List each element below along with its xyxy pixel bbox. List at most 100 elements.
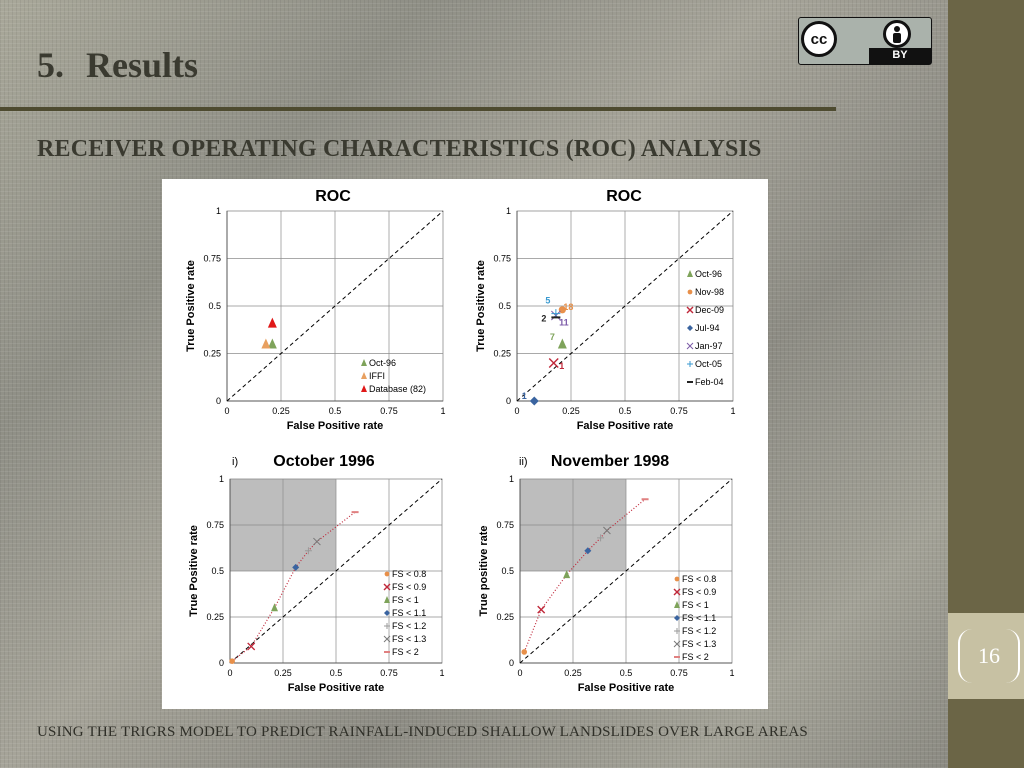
panel2-legend-marker-3-stroke-b (686, 306, 694, 314)
slide-footer: USING THE TRIGRS MODEL TO PREDICT RAINFA… (37, 724, 808, 740)
panel3-y-axis-label: True Positive rate (188, 525, 200, 617)
panel3-legend-label-3: FS < 1 (392, 595, 419, 605)
title-text: Results (86, 45, 199, 85)
panel4-xtick-label-4: 1 (729, 668, 734, 678)
panel2-ytick-label-0: 0 (506, 396, 511, 406)
panel2-point-4 (529, 396, 539, 406)
panel2-point-label-2: 18 (563, 302, 573, 312)
panel2-legend-label-4: Jul-94 (695, 323, 720, 333)
panel3-legend-label-5: FS < 1.2 (392, 621, 426, 631)
panel3-legend-marker-2 (383, 583, 391, 591)
panel1-y-axis-label: True Positive rate (185, 260, 197, 352)
panel3-legend-marker-4 (384, 610, 390, 616)
panel2-point-label-1: 7 (550, 332, 555, 342)
panel4-point-1 (521, 649, 528, 655)
panel4-legend-label-4: FS < 1.1 (682, 613, 716, 623)
panel4-legend-marker-4 (674, 615, 680, 621)
panel2-xtick-label-1: 0.25 (562, 406, 580, 416)
panel2-chance-diagonal (516, 210, 734, 402)
panel2-xtick-label-4: 1 (730, 406, 735, 416)
panel4-xtick-label-1: 0.25 (564, 668, 582, 678)
panel4-point-2-stroke-b (537, 605, 546, 614)
slide-title: 5. Results (37, 44, 198, 86)
panel4-legend-label-1: FS < 0.8 (682, 574, 716, 584)
panel4-ytick-label-4: 1 (509, 474, 514, 484)
panel2-title: ROC (606, 188, 642, 205)
panel3-point-2-stroke-b (247, 642, 256, 651)
page-number-box (948, 613, 1024, 699)
panel2-point-label-7: 2 (541, 313, 546, 323)
slide-subtitle: RECEIVER OPERATING CHARACTERISTICS (ROC)… (37, 136, 762, 162)
panel3-xtick-label-4: 1 (439, 668, 444, 678)
panel2-ytick-label-3: 0.75 (493, 254, 511, 264)
cc-icon-text: cc (810, 30, 828, 48)
panel1-legend-label-2: IFFI (369, 371, 385, 381)
panel3-point-6 (313, 537, 321, 546)
cc-by-license-badge[interactable]: cc BY (798, 17, 932, 65)
attribution-person-icon (883, 20, 911, 48)
panel2-point-label-6: 5 (545, 296, 550, 306)
panel4-ytick-label-3: 0.75 (496, 520, 514, 530)
panel1-point-2 (261, 338, 271, 349)
panel1-legend-label-3: Database (82) (369, 384, 426, 394)
panel3-point-3 (271, 603, 279, 612)
panel3-legend-marker-6-stroke-b (383, 635, 391, 643)
panel4-point-3 (563, 570, 571, 579)
panel3-ytick-label-4: 1 (219, 474, 224, 484)
panel3-point-2 (247, 642, 256, 651)
panel4-ytick-label-2: 0.5 (501, 566, 514, 576)
panel2-legend-marker-3 (686, 306, 694, 314)
panel4-legend-marker-2-stroke-b (673, 588, 681, 596)
panel3-legend-label-7: FS < 2 (392, 647, 419, 657)
panel2-ytick-label-1: 0.25 (493, 349, 511, 359)
panel1-point-3 (267, 317, 277, 328)
panel2-legend-marker-2 (687, 289, 693, 295)
panel3-xtick-label-3: 0.75 (380, 668, 398, 678)
panel3-point-1 (229, 658, 235, 664)
panel4-point-2 (537, 605, 546, 614)
panel1-ytick-label-4: 1 (216, 206, 221, 216)
panel4-ytick-label-0: 0 (509, 658, 514, 668)
panel3-legend-label-4: FS < 1.1 (392, 608, 426, 618)
panel1-point-1 (267, 338, 277, 349)
panel3-xtick-label-2: 0.5 (330, 668, 343, 678)
panel4-legend-marker-5 (674, 628, 680, 634)
panel4-legend-label-3: FS < 1 (682, 600, 709, 610)
panel3-point-4 (292, 563, 300, 571)
panel2-xtick-label-3: 0.75 (670, 406, 688, 416)
panel3-legend-marker-3 (384, 596, 390, 603)
panel4-title: November 1998 (551, 453, 669, 470)
panel4-legend-label-6: FS < 1.3 (682, 639, 716, 649)
panel4-xtick-label-0: 0 (517, 668, 522, 678)
panel4-legend-marker-6-stroke-b (673, 640, 681, 648)
panel2-point-3 (548, 358, 559, 368)
panel1-xtick-label-2: 0.5 (329, 406, 342, 416)
panel3-legend-label-6: FS < 1.3 (392, 634, 426, 644)
panel4-legend-label-2: FS < 0.9 (682, 587, 716, 597)
panel1-xtick-label-4: 1 (440, 406, 445, 416)
panel2-legend-label-7: Feb-04 (695, 377, 724, 387)
panel3-ytick-label-0: 0 (219, 658, 224, 668)
panel1-xtick-label-3: 0.75 (380, 406, 398, 416)
panel2-legend-marker-1 (687, 270, 693, 277)
panel3-legend-marker-2-stroke-b (383, 583, 391, 591)
panel4-point-6 (603, 526, 611, 535)
panel3-legend-label-1: FS < 0.8 (392, 569, 426, 579)
panel4-xtick-label-2: 0.5 (620, 668, 633, 678)
panel1-ytick-label-0: 0 (216, 396, 221, 406)
panel1-legend-label-1: Oct-96 (369, 358, 396, 368)
panel2-legend-label-2: Nov-98 (695, 287, 724, 297)
panel2-xtick-label-2: 0.5 (619, 406, 632, 416)
panel1-title: ROC (315, 188, 351, 205)
panel2-point-3-stroke-b (548, 358, 559, 368)
panel2-legend-label-5: Jan-97 (695, 341, 723, 351)
roc-figure: 0 0.25 0.5 0.75 1 0 0.25 0.5 0.75 1 False Positive… (162, 179, 768, 709)
panel4-legend-marker-6 (673, 640, 681, 648)
panel2-legend-label-1: Oct-96 (695, 269, 722, 279)
cc-icon: cc (801, 21, 837, 57)
panel4-panel-label: ii) (519, 456, 528, 468)
panel3-legend-marker-5 (384, 623, 390, 629)
panel4-legend-marker-1 (674, 576, 680, 582)
panel3-ytick-label-3: 0.75 (206, 520, 224, 530)
